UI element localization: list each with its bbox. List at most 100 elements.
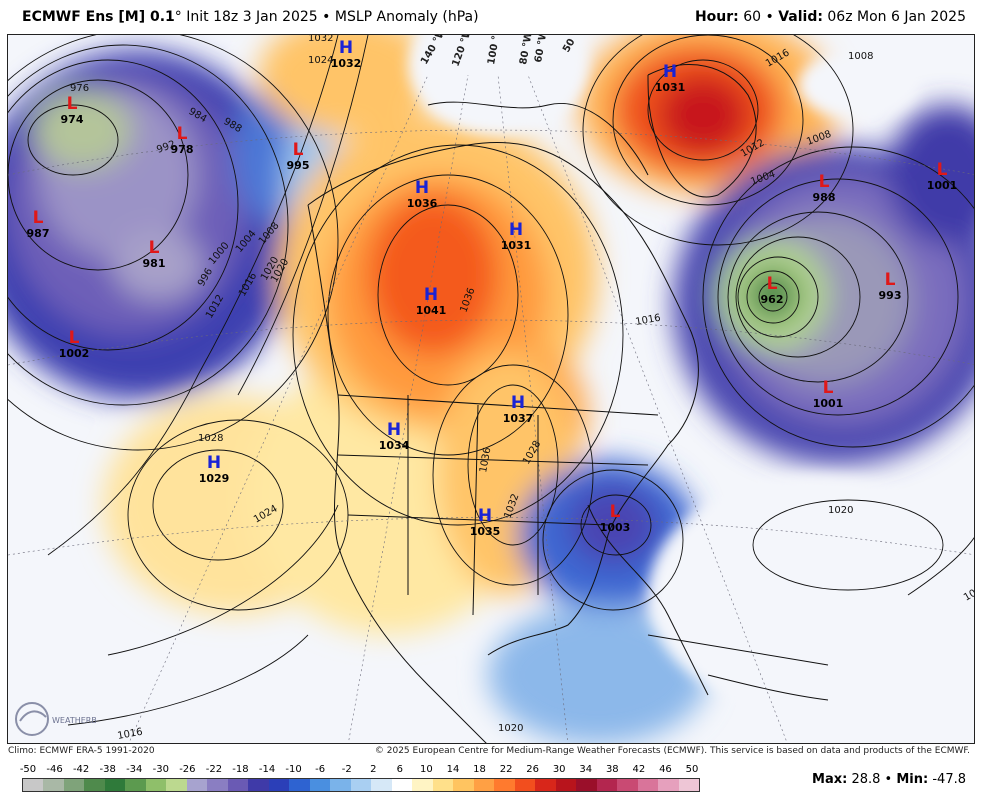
colorbar-tick-label: -50	[19, 764, 37, 775]
init-time: Init 18z 3 Jan 2025	[186, 9, 318, 25]
isobar-label: 1016	[117, 727, 144, 742]
colorbar-swatch	[43, 779, 64, 791]
colorbar-swatch	[166, 779, 187, 791]
valid-time: 06z Mon 6 Jan 2025	[827, 9, 966, 25]
center-letter: L	[823, 378, 834, 398]
model-title: ECMWF Ens [M] 0.1° Init 18z 3 Jan 2025 •…	[22, 9, 479, 25]
isobar-label: 1036	[478, 447, 493, 474]
colorbar-swatch	[289, 779, 310, 791]
colorbar-swatch	[207, 779, 228, 791]
colorbar-swatch	[227, 779, 249, 791]
center-letter: L	[937, 160, 948, 180]
polar-cap	[408, 35, 974, 715]
copyright-credit: © 2025 European Centre for Medium-Range …	[374, 746, 970, 756]
colorbar-swatch	[391, 779, 413, 791]
valid-time-block: Hour: 60 • Valid: 06z Mon 6 Jan 2025	[694, 9, 966, 25]
colorbar-swatch	[473, 779, 495, 791]
center-pressure-value: 1035	[470, 525, 501, 538]
colorbar-tick-label: 46	[659, 764, 672, 775]
colorbar-swatch	[555, 779, 577, 791]
colorbar-tick-labels: -50 -46 -42 -38 -34 -30 -26 -22 -18 -14 -10 -6 -2 2 6 1…	[20, 764, 700, 778]
isobar-contours	[8, 35, 974, 726]
colorbar-tick-label: -14	[258, 764, 276, 775]
colorbar-tick-label: 18	[473, 764, 486, 775]
center-pressure-value: 995	[287, 159, 310, 172]
center-pressure-value: 981	[143, 257, 166, 270]
center-pressure-value: 1029	[199, 472, 230, 485]
coastlines	[307, 64, 829, 743]
isobar-label: 1024	[308, 55, 333, 66]
colorbar-tick-label: -2	[341, 764, 352, 775]
center-pressure-value: 1003	[600, 521, 631, 534]
colorbar-tick-label: -18	[232, 764, 249, 775]
colorbar-swatch	[23, 779, 44, 791]
isobar-label: 1032	[308, 35, 333, 44]
center-pressure-value: 988	[813, 191, 836, 204]
model-name: ECMWF Ens [M] 0.1	[22, 9, 175, 25]
colorbar-tick-label: -46	[46, 764, 63, 775]
center-pressure-value: 1001	[813, 397, 844, 410]
colorbar-swatch	[63, 779, 85, 791]
colorbar-swatch	[658, 779, 679, 791]
colorbar-swatch	[186, 779, 208, 791]
weatherbell-logo: WEATHERBELL	[15, 702, 96, 736]
center-pressure-value: 962	[761, 293, 784, 306]
colorbar-swatch	[453, 779, 474, 791]
anomaly-shading	[8, 35, 974, 743]
center-letter: L	[149, 238, 160, 258]
isobar-label: 1020	[498, 723, 523, 734]
colorbar-tick-label: -6	[315, 764, 326, 775]
colorbar-swatch	[248, 779, 269, 791]
isobar-label: 1020	[828, 505, 853, 516]
isobar-label: 976	[70, 83, 89, 94]
center-pressure-value: 978	[171, 143, 194, 156]
center-pressure-value: 993	[879, 289, 902, 302]
colorbar-swatch	[412, 779, 433, 791]
colorbar-swatch	[576, 779, 597, 791]
colorbar-swatch	[596, 779, 618, 791]
product-name: MSLP Anomaly (hPa)	[334, 9, 479, 25]
center-pressure-value: 1031	[655, 81, 686, 94]
colorbar-tick-label: 50	[685, 764, 699, 775]
colorbar-swatch	[617, 779, 638, 791]
colorbar-swatch	[330, 779, 351, 791]
center-letter: L	[610, 502, 621, 522]
colorbar-tick-label: 42	[632, 764, 646, 775]
center-letter: H	[415, 178, 429, 198]
colorbar-swatch	[494, 779, 515, 791]
colorbar-tick-label: 10	[420, 764, 433, 775]
center-letter: L	[67, 94, 78, 114]
colorbar-swatch	[637, 779, 659, 791]
map-panel[interactable]: H 1032 H 1031 L 974 L 978 L 995 L 987 L 981 L 1002 H 1036…	[7, 34, 975, 744]
center-pressure-value: 987	[27, 227, 50, 240]
center-letter: L	[767, 274, 778, 294]
center-pressure-value: 974	[61, 113, 84, 126]
center-letter: L	[177, 124, 188, 144]
center-pressure-value: 1041	[416, 304, 447, 317]
max-min-readout: Max: 28.8 • Min: -47.8	[812, 772, 966, 787]
map-header: ECMWF Ens [M] 0.1° Init 18z 3 Jan 2025 •…	[0, 0, 984, 34]
center-pressure-value: 1001	[927, 179, 958, 192]
colorbar-tick-label: -42	[72, 764, 90, 775]
